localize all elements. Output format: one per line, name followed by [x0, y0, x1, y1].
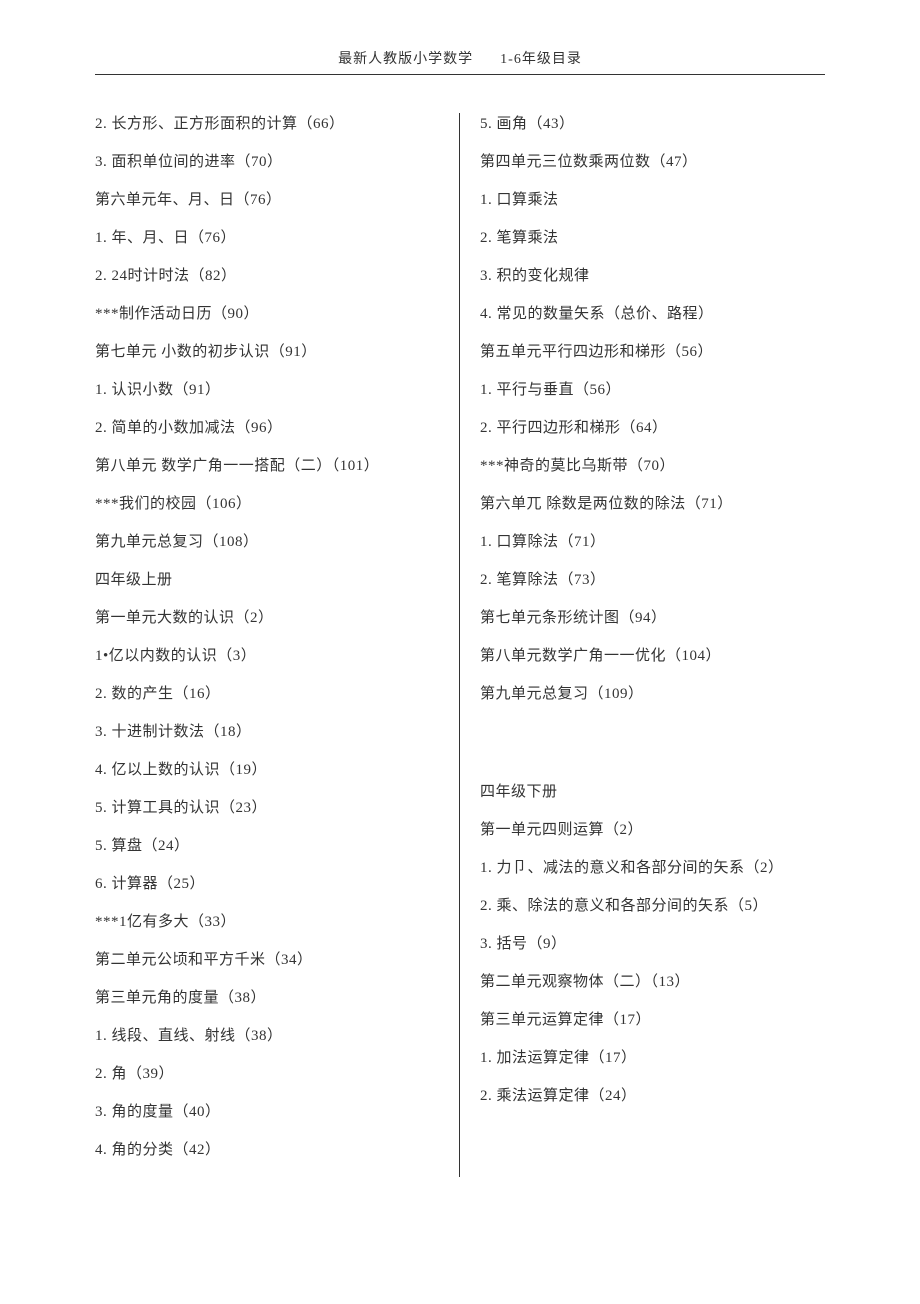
toc-entry: 2. 简单的小数加减法（96） [95, 417, 439, 440]
toc-entry: 四年级上册 [95, 569, 439, 592]
toc-entry: 2. 24时计时法（82） [95, 265, 439, 288]
right-column: 5. 画角（43） 第四单元三位数乘两位数（47） 1. 口算乘法 2. 笔算乘法 3.… [460, 113, 825, 1177]
toc-entry: 1. 加法运算定律（17） [480, 1047, 825, 1070]
toc-entry: 1. 认识小数（91） [95, 379, 439, 402]
toc-entry: 第一单元大数的认识（2） [95, 607, 439, 630]
toc-entry: 第四单元三位数乘两位数（47） [480, 151, 825, 174]
toc-entry: 1. 平行与垂直（56） [480, 379, 825, 402]
toc-entry: 第六单兀 除数是两位数的除法（71） [480, 493, 825, 516]
toc-entry: 1. 年、月、日（76） [95, 227, 439, 250]
columns-container: 2. 长方形、正方形面积的计算（66） 3. 面积单位间的进率（70） 第六单元年、… [95, 113, 825, 1177]
toc-entry: 3. 括号（9） [480, 933, 825, 956]
toc-entry: 2. 乘法运算定律（24） [480, 1085, 825, 1108]
toc-entry: 2. 笔算乘法 [480, 227, 825, 250]
left-column: 2. 长方形、正方形面积的计算（66） 3. 面积单位间的进率（70） 第六单元年、… [95, 113, 460, 1177]
toc-entry: 第五单元平行四边形和梯形（56） [480, 341, 825, 364]
section-gap [480, 721, 825, 781]
toc-entry: 第九单元总复习（108） [95, 531, 439, 554]
toc-entry: ***制作活动日历（90） [95, 303, 439, 326]
toc-entry: 5. 计算工具的认识（23） [95, 797, 439, 820]
toc-entry: 第八单元 数学广角一一搭配（二）（101） [95, 455, 439, 478]
toc-entry: 四年级下册 [480, 781, 825, 804]
toc-entry: 5. 画角（43） [480, 113, 825, 136]
toc-entry: 2. 角（39） [95, 1063, 439, 1086]
toc-entry: 3. 积的变化规律 [480, 265, 825, 288]
toc-entry: 2. 笔算除法（73） [480, 569, 825, 592]
toc-entry: 1. 力卩、减法的意义和各部分间的矢系（2） [480, 857, 825, 880]
toc-entry: 2. 乘、除法的意义和各部分间的矢系（5） [480, 895, 825, 918]
header-text-right: 1-6年级目录 [500, 52, 582, 67]
toc-entry: 2. 数的产生（16） [95, 683, 439, 706]
toc-entry: 第二单元观察物体（二）（13） [480, 971, 825, 994]
toc-entry: 3. 面积单位间的进率（70） [95, 151, 439, 174]
toc-entry: 4. 角的分类（42） [95, 1139, 439, 1162]
toc-entry: ***1亿有多大（33） [95, 911, 439, 934]
toc-entry: 第三单元运算定律（17） [480, 1009, 825, 1032]
toc-entry: 第一单元四则运算（2） [480, 819, 825, 842]
toc-entry: 4. 常见的数量矢系（总价、路程） [480, 303, 825, 326]
toc-entry: 第八单元数学广角一一优化（104） [480, 645, 825, 668]
toc-entry: 1•亿以内数的认识（3） [95, 645, 439, 668]
toc-entry: 3. 角的度量（40） [95, 1101, 439, 1124]
toc-entry: 第九单元总复习（109） [480, 683, 825, 706]
toc-entry: 4. 亿以上数的认识（19） [95, 759, 439, 782]
toc-entry: 1. 口算乘法 [480, 189, 825, 212]
toc-entry: 2. 平行四边形和梯形（64） [480, 417, 825, 440]
toc-entry: ***神奇的莫比乌斯带（70） [480, 455, 825, 478]
toc-entry: 2. 长方形、正方形面积的计算（66） [95, 113, 439, 136]
toc-entry: ***我们的校园（106） [95, 493, 439, 516]
toc-entry: 第三单元角的度量（38） [95, 987, 439, 1010]
toc-entry: 3. 十进制计数法（18） [95, 721, 439, 744]
toc-entry: 第七单元条形统计图（94） [480, 607, 825, 630]
toc-entry: 1. 口算除法（71） [480, 531, 825, 554]
page-header: 最新人教版小学数学 1-6年级目录 [95, 48, 825, 75]
toc-entry: 1. 线段、直线、射线（38） [95, 1025, 439, 1048]
toc-entry: 第二单元公顷和平方千米（34） [95, 949, 439, 972]
toc-entry: 第六单元年、月、日（76） [95, 189, 439, 212]
toc-entry: 第七单元 小数的初步认识（91） [95, 341, 439, 364]
toc-entry: 5. 算盘（24） [95, 835, 439, 858]
header-text-left: 最新人教版小学数学 [338, 52, 473, 67]
toc-entry: 6. 计算器（25） [95, 873, 439, 896]
